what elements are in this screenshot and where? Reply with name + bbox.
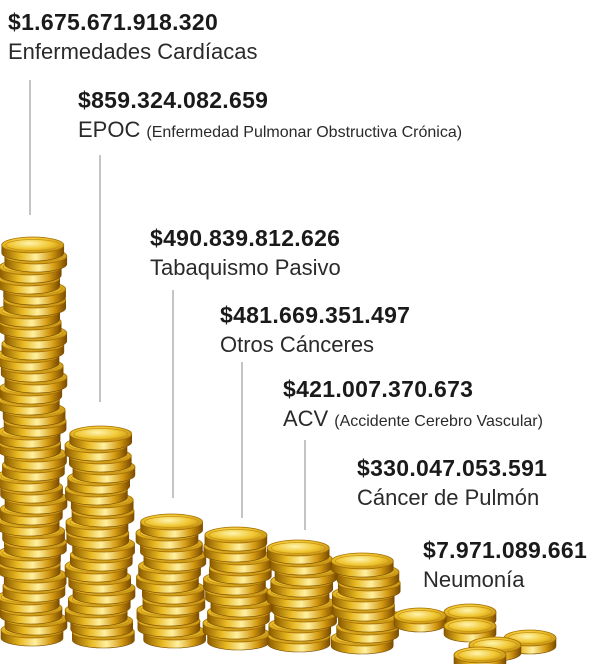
infographic: $1.675.671.918.320 Enfermedades Cardíacas… [0, 0, 610, 664]
label: Neumonía [423, 567, 525, 592]
label: EPOC (Enfermedad Pulmonar Obstructiva Cró… [78, 117, 462, 142]
label-main: Tabaquismo Pasivo [150, 255, 341, 280]
label-main: Cáncer de Pulmón [357, 485, 539, 510]
amount: $330.047.053.591 [357, 455, 547, 481]
label-main: Otros Cánceres [220, 332, 374, 357]
amount: $1.675.671.918.320 [8, 9, 218, 35]
label-main: Enfermedades Cardíacas [8, 39, 257, 64]
label-note: (Enfermedad Pulmonar Obstructiva Crónica… [146, 124, 462, 141]
amount: $481.669.351.497 [220, 302, 410, 328]
amount: $7.971.089.661 [423, 537, 587, 563]
label-main: EPOC [78, 117, 140, 142]
amount: $490.839.812.626 [150, 225, 340, 251]
label: Cáncer de Pulmón [357, 485, 539, 510]
label: Enfermedades Cardíacas [8, 39, 257, 64]
label-main: Neumonía [423, 567, 525, 592]
label: Tabaquismo Pasivo [150, 255, 341, 280]
amount: $859.324.082.659 [78, 87, 268, 113]
label: Otros Cánceres [220, 332, 374, 357]
label-main: ACV [283, 406, 329, 431]
amount: $421.007.370.673 [283, 376, 473, 402]
label-note: (Accidente Cerebro Vascular) [334, 413, 543, 430]
label: ACV (Accidente Cerebro Vascular) [283, 406, 543, 431]
